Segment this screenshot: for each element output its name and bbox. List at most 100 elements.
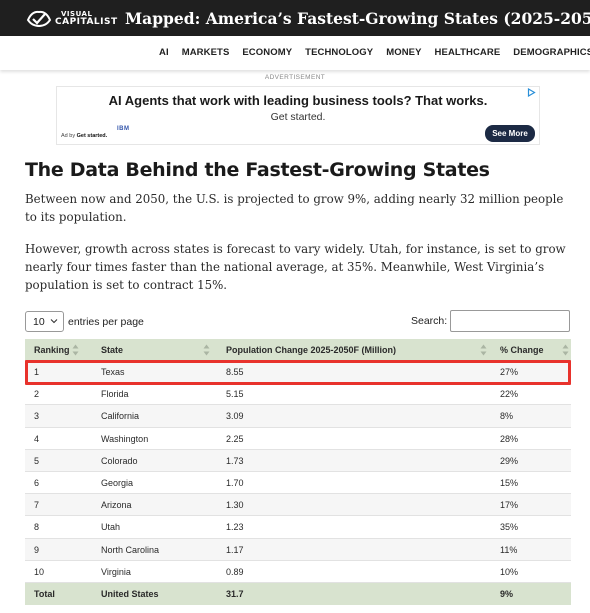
table-cell: 22% bbox=[500, 389, 519, 400]
table-row: 10 Virginia 0.89 10% bbox=[25, 560, 571, 583]
logo-line-2: CAPITALIST bbox=[55, 17, 118, 27]
table-cell: Washington bbox=[101, 433, 149, 444]
table-cell: 0.89 bbox=[226, 566, 244, 577]
table-row: 4 Washington 2.25 28% bbox=[25, 427, 571, 450]
table-cell: 29% bbox=[500, 455, 519, 466]
entries-per-page-select[interactable]: 10 bbox=[25, 311, 64, 332]
table-cell: Georgia bbox=[101, 477, 134, 488]
table-header-row: Ranking State Population Change 2025-2050F… bbox=[25, 339, 571, 361]
table-cell: 7 bbox=[34, 500, 40, 511]
table-cell: 6 bbox=[34, 477, 40, 488]
nav-item-technology[interactable]: TECHNOLOGY bbox=[305, 47, 374, 58]
ad-title[interactable]: AI Agents that work with leading busines… bbox=[108, 93, 488, 108]
table-cell: 5.15 bbox=[226, 389, 244, 400]
table-cell: 35% bbox=[500, 522, 519, 533]
table-cell: 17% bbox=[500, 500, 519, 511]
column-header-4[interactable]: % Change bbox=[500, 345, 544, 355]
nav-item-economy[interactable]: ECONOMY bbox=[242, 47, 293, 58]
ad-by-link[interactable]: Get started. bbox=[76, 133, 108, 139]
table-cell: 1.30 bbox=[226, 500, 244, 511]
table-body: 1 Texas 8.55 27% 2 Florida 5.15 22% 3 California 3… bbox=[25, 361, 571, 606]
ad-see-more-button[interactable]: See More bbox=[485, 125, 535, 142]
table-cell: North Carolina bbox=[101, 544, 160, 555]
ad-brand-logo: IBM bbox=[117, 126, 130, 132]
column-header-1[interactable]: Ranking bbox=[34, 345, 70, 355]
table-cell: Utah bbox=[101, 522, 121, 533]
ad-choices-icon[interactable] bbox=[527, 88, 536, 97]
table-row: 5 Colorado 1.73 29% bbox=[25, 449, 571, 472]
table-total-row: Total United States 31.7 9% bbox=[25, 582, 571, 606]
table-cell: United States bbox=[101, 588, 159, 599]
paragraph-1: Between now and 2050, the U.S. is projec… bbox=[25, 192, 564, 225]
table-cell: 4 bbox=[34, 433, 40, 444]
ad-attribution: Ad by Get started. bbox=[61, 133, 107, 139]
table-cell: 8.55 bbox=[226, 367, 244, 377]
table-cell: 3 bbox=[34, 411, 40, 422]
table-cell: 1 bbox=[34, 367, 40, 377]
table-cell: 1.23 bbox=[226, 522, 244, 533]
table-cell: 1.17 bbox=[226, 544, 244, 555]
table-cell: 5 bbox=[34, 455, 40, 466]
table-cell: Total bbox=[34, 588, 55, 599]
table-cell: 1.70 bbox=[226, 477, 244, 488]
nav-item-healthcare[interactable]: HEALTHCARE bbox=[434, 47, 501, 58]
table-row: 7 Arizona 1.30 17% bbox=[25, 494, 571, 517]
table-cell: 2.25 bbox=[226, 433, 244, 444]
nav-item-markets[interactable]: MARKETS bbox=[181, 47, 230, 58]
sort-arrows-icon[interactable] bbox=[72, 344, 79, 356]
ad-subtitle: Get started. bbox=[270, 111, 326, 123]
table-cell: Arizona bbox=[101, 500, 132, 511]
table-cell: 2 bbox=[34, 389, 40, 400]
table-cell: 3.09 bbox=[226, 411, 244, 422]
table-cell: 27% bbox=[500, 367, 519, 377]
ad-by-prefix: Ad by bbox=[61, 133, 76, 139]
table-cell: 11% bbox=[500, 544, 518, 555]
nav-list: AI MARKETS ECONOMY TECHNOLOGY MONEY HEALTHCAR… bbox=[159, 47, 590, 58]
table-cell: 28% bbox=[500, 433, 519, 444]
table-cell: 8% bbox=[500, 411, 514, 422]
table-cell: 1.73 bbox=[226, 455, 244, 466]
table-row: 8 Utah 1.23 35% bbox=[25, 516, 571, 539]
table-cell: 15% bbox=[500, 477, 519, 488]
section-heading: The Data Behind the Fastest-Growing Stat… bbox=[25, 159, 490, 181]
nav-item-ai[interactable]: AI bbox=[159, 47, 169, 58]
table-cell: 10% bbox=[500, 566, 519, 577]
logo-wordmark[interactable]: VISUAL CAPITALIST bbox=[55, 10, 118, 27]
table-row: 9 North Carolina 1.17 11% bbox=[25, 538, 571, 561]
main-nav: AI MARKETS ECONOMY TECHNOLOGY MONEY HEALTHCAR… bbox=[0, 36, 590, 70]
visual-capitalist-logo-icon[interactable] bbox=[26, 8, 52, 28]
table-cell: 9% bbox=[500, 588, 514, 599]
page-length-control: 10 entries per page bbox=[25, 311, 144, 332]
table-row: 3 California 3.09 8% bbox=[25, 405, 571, 428]
entries-per-page-value: 10 bbox=[33, 315, 45, 328]
entries-per-page-label: entries per page bbox=[68, 315, 144, 328]
table-row: 1 Texas 8.55 27% bbox=[25, 361, 571, 384]
states-table: Ranking State Population Change 2025-2050F… bbox=[25, 339, 571, 606]
page-headline: Mapped: America’s Fastest-Growing States… bbox=[125, 9, 590, 28]
nav-item-money[interactable]: MONEY bbox=[386, 47, 422, 58]
table-cell: 9 bbox=[34, 544, 40, 555]
table-cell: 31.7 bbox=[226, 588, 244, 599]
sort-arrows-icon[interactable] bbox=[480, 344, 487, 356]
paragraph-2: However, growth across states is forecas… bbox=[25, 242, 566, 293]
column-header-3[interactable]: Population Change 2025-2050F (Million) bbox=[226, 345, 397, 355]
sort-arrows-icon[interactable] bbox=[562, 344, 569, 356]
table-row: 2 Florida 5.15 22% bbox=[25, 383, 571, 406]
chevron-down-icon bbox=[50, 319, 58, 324]
nav-item-demographics[interactable]: DEMOGRAPHICS bbox=[513, 47, 590, 58]
table-cell: 8 bbox=[34, 522, 40, 533]
search-label: Search: bbox=[411, 315, 448, 327]
site-header: VISUAL CAPITALIST Mapped: America’s Fast… bbox=[0, 0, 590, 36]
table-row: 6 Georgia 1.70 15% bbox=[25, 471, 571, 495]
logo-line-1: VISUAL bbox=[61, 10, 93, 18]
table-cell: Florida bbox=[101, 389, 129, 400]
table-cell: Colorado bbox=[101, 455, 138, 466]
table-cell: Virginia bbox=[101, 566, 131, 577]
column-header-2[interactable]: State bbox=[101, 345, 124, 355]
table-search-input[interactable] bbox=[450, 310, 570, 332]
sort-arrows-icon[interactable] bbox=[203, 344, 210, 356]
table-cell: 10 bbox=[34, 566, 45, 577]
ad-banner[interactable]: AI Agents that work with leading busines… bbox=[56, 86, 540, 145]
ad-label: ADVERTISEMENT bbox=[264, 74, 326, 81]
table-cell: California bbox=[101, 411, 140, 422]
